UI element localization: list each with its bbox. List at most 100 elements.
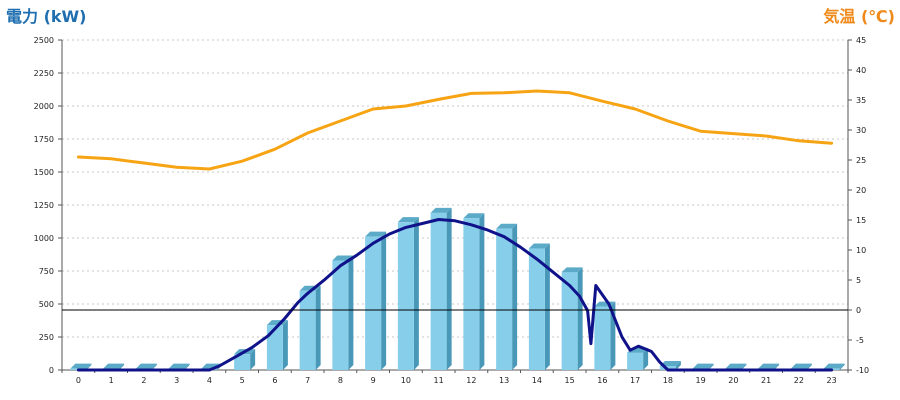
bar-front — [332, 260, 349, 370]
x-tick-label: 14 — [532, 376, 542, 385]
bar-top — [790, 363, 812, 369]
left-tick-label: 1000 — [34, 234, 54, 243]
x-tick-label: 17 — [630, 376, 640, 385]
bar-top — [496, 223, 518, 229]
left-tick-label: 0 — [49, 366, 54, 375]
bar — [430, 207, 452, 370]
x-tick-label: 7 — [305, 376, 310, 385]
axes — [58, 39, 852, 373]
bar — [365, 231, 387, 370]
bar-side — [774, 363, 780, 370]
x-tick-label: 4 — [207, 376, 212, 385]
bar-side — [839, 363, 845, 370]
bar — [266, 320, 288, 370]
bar-top — [692, 363, 714, 369]
x-tick-label: 0 — [76, 376, 81, 385]
right-tick-label: 10 — [856, 246, 866, 255]
bar-front — [430, 212, 447, 370]
bar-side — [184, 363, 190, 370]
bar-side — [151, 363, 157, 370]
bar-side — [577, 267, 583, 370]
right-tick-labels: -10 -5 0 5 10 15 20 25 30 35 40 45 — [856, 36, 869, 375]
bar — [627, 347, 649, 370]
bar-top — [397, 217, 419, 223]
right-tick-label: -10 — [856, 366, 869, 375]
bar-side — [544, 243, 550, 370]
x-tick-label: 21 — [761, 376, 771, 385]
bar — [397, 217, 419, 370]
bar-front — [266, 325, 283, 370]
bar-side — [708, 363, 714, 370]
bar-top — [758, 363, 780, 369]
left-tick-label: 1500 — [34, 168, 54, 177]
bar-front — [234, 354, 251, 370]
left-tick-label: 1250 — [34, 201, 54, 210]
bar-front — [561, 272, 578, 370]
left-tick-label: 2000 — [34, 102, 54, 111]
x-tick-labels: 0 1 2 3 4 5 6 7 8 9 10 11 12 13 14 15 16 17 18 19 20 21 22 23 — [76, 376, 837, 385]
x-tick-label: 19 — [696, 376, 706, 385]
x-tick-label: 15 — [565, 376, 575, 385]
bar-top — [463, 213, 485, 219]
bar — [561, 267, 583, 370]
right-tick-label: 25 — [856, 156, 866, 165]
right-tick-label: 5 — [856, 276, 861, 285]
bar — [496, 223, 518, 370]
right-tick-label: 0 — [856, 306, 861, 315]
right-tick-label: 35 — [856, 96, 866, 105]
temperature-line — [76, 89, 834, 171]
bar-top — [430, 207, 452, 213]
bar-side — [643, 347, 649, 370]
bar-side — [381, 231, 387, 370]
bar-top — [70, 363, 92, 369]
right-tick-label: 30 — [856, 126, 866, 135]
bar-side — [86, 363, 92, 370]
bar — [594, 301, 616, 370]
bar-front — [496, 228, 513, 370]
x-tick-label: 10 — [401, 376, 411, 385]
bar-side — [315, 285, 321, 370]
bar-front — [594, 306, 611, 370]
x-tick-label: 16 — [597, 376, 607, 385]
bar-front — [528, 248, 545, 370]
bar-front — [299, 290, 316, 370]
left-tick-labels: 0 250 500 750 1000 1250 1500 1750 2000 2250 2500 — [34, 36, 54, 375]
x-tick-label: 8 — [338, 376, 343, 385]
bar-front — [463, 218, 480, 370]
bar-front — [627, 352, 644, 370]
bar-top — [528, 243, 550, 249]
right-tick-label: 40 — [856, 66, 866, 75]
x-tick-label: 3 — [174, 376, 179, 385]
x-tick-label: 9 — [371, 376, 376, 385]
bar-top — [823, 363, 845, 369]
x-tick-label: 5 — [240, 376, 245, 385]
bar-side — [250, 349, 256, 370]
bar-top — [659, 361, 681, 367]
bar-top — [135, 363, 157, 369]
right-tick-label: -5 — [856, 336, 864, 345]
bar-front — [397, 222, 414, 370]
right-tick-label: 15 — [856, 216, 866, 225]
bar-side — [282, 320, 288, 370]
bar — [299, 285, 321, 370]
x-tick-label: 22 — [794, 376, 804, 385]
left-tick-label: 250 — [39, 333, 54, 342]
bar-side — [806, 363, 812, 370]
grid-lines — [62, 39, 848, 338]
bar-top — [561, 267, 583, 273]
bar — [332, 255, 354, 370]
bar-side — [413, 217, 419, 370]
x-tick-label: 20 — [728, 376, 738, 385]
x-tick-label: 6 — [272, 376, 277, 385]
bar-front — [365, 236, 382, 370]
x-tick-label: 1 — [109, 376, 114, 385]
right-tick-label: 20 — [856, 186, 866, 195]
bar-side — [479, 213, 485, 370]
bar-side — [512, 223, 518, 370]
bar-side — [675, 361, 681, 370]
line-series — [76, 89, 834, 372]
right-axis-title: 気温 (℃) — [823, 7, 895, 26]
bar-side — [741, 363, 747, 370]
x-tick-label: 12 — [466, 376, 476, 385]
